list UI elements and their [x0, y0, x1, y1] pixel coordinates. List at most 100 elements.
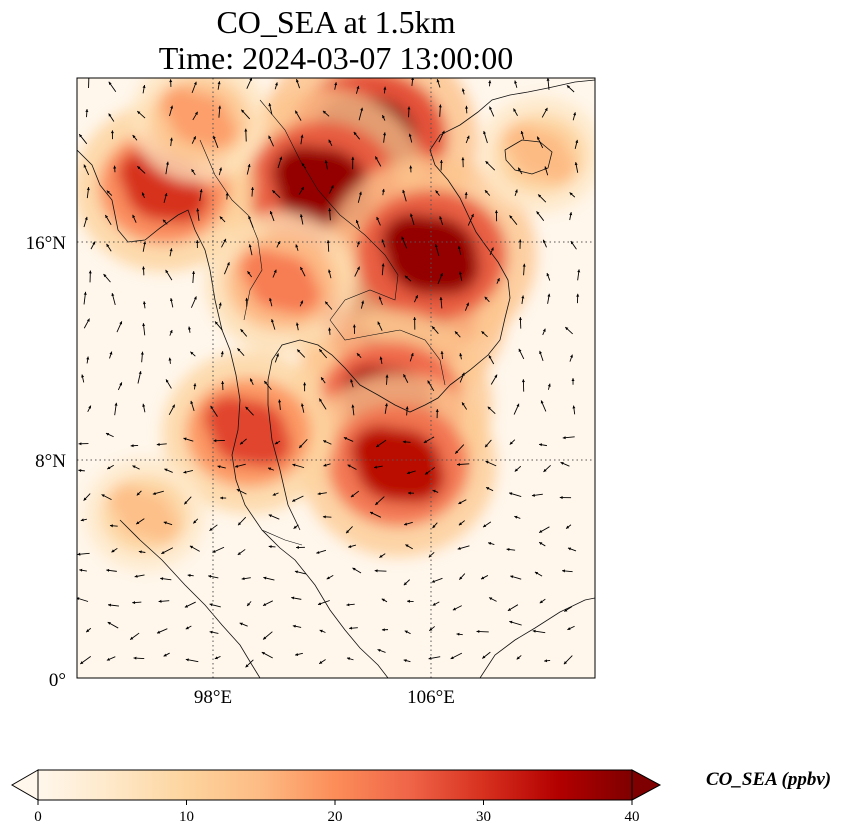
wind-arrow: [141, 192, 145, 199]
wind-arrow: [431, 577, 443, 583]
wind-arrow: [81, 374, 85, 383]
wind-arrow: [316, 549, 327, 554]
wind-arrow: [209, 603, 221, 608]
wind-arrow: [142, 323, 146, 336]
wind-arrow: [351, 156, 355, 170]
wind-arrow: [79, 656, 92, 665]
wind-arrow: [263, 576, 275, 581]
wind-arrow: [271, 319, 276, 330]
wind-arrow: [132, 214, 137, 223]
coastline-borneo: [479, 597, 595, 678]
wind-arrow: [563, 606, 573, 612]
wind-arrow: [106, 656, 116, 661]
wind-arrow: [132, 601, 142, 605]
wind-arrow: [536, 136, 544, 149]
wind-arrow: [544, 166, 549, 176]
wind-arrow: [237, 347, 245, 356]
wind-arrow: [531, 493, 543, 497]
wind-arrow: [80, 518, 87, 522]
wind-arrow: [544, 659, 551, 663]
wind-arrow: [169, 79, 173, 87]
wind-arrow: [295, 322, 299, 331]
colorbar-tick-label-2: 20: [328, 809, 343, 825]
wind-arrow: [438, 104, 442, 117]
wind-arrow: [156, 628, 168, 634]
wind-arrow: [546, 272, 551, 281]
wind-arrow: [276, 240, 281, 248]
wind-arrow: [190, 296, 197, 308]
wind-arrow: [435, 409, 439, 419]
wind-arrow: [374, 569, 387, 573]
wind-arrow: [142, 301, 146, 309]
wind-arrow: [437, 272, 443, 285]
border-malaysia: [261, 529, 303, 546]
wind-arrow: [521, 295, 525, 305]
wind-arrow: [514, 189, 518, 196]
wind-arrow: [374, 156, 382, 167]
colorbar-title: CO_SEA (ppbv): [706, 769, 832, 790]
lat-label-0: 0°: [49, 670, 66, 691]
wind-arrow: [169, 298, 174, 308]
wind-arrow: [406, 470, 416, 475]
wind-arrow: [490, 374, 498, 385]
wind-arrow: [237, 549, 246, 556]
wind-arrow: [329, 185, 334, 194]
wind-arrow: [428, 552, 435, 558]
wind-arrow: [352, 324, 356, 334]
wind-arrow: [346, 657, 354, 661]
coastline-vietnam: [429, 79, 595, 386]
wind-arrow: [487, 542, 495, 546]
lat-label-16n: 16°N: [26, 233, 67, 254]
wind-arrow: [377, 321, 383, 331]
wind-arrow: [168, 357, 172, 364]
colorbar-bar: [37, 769, 633, 801]
wind-arrow: [427, 380, 435, 392]
wind-arrow: [249, 378, 254, 386]
wind-arrow: [106, 568, 117, 572]
coastline-sumatra: [119, 519, 261, 678]
wind-arrow: [163, 192, 168, 203]
wind-arrow: [85, 627, 92, 633]
wind-arrow: [292, 624, 302, 628]
map-title-line1: CO_SEA at 1.5km: [216, 4, 456, 40]
wind-arrow: [187, 573, 194, 577]
wind-arrow: [408, 133, 413, 143]
wind-arrow: [169, 137, 173, 147]
wind-arrow: [78, 468, 85, 473]
wind-arrow: [536, 211, 545, 221]
wind-arrow: [189, 545, 200, 552]
lon-label-106e: 106°E: [407, 687, 455, 708]
wind-arrow: [356, 241, 360, 248]
wind-arrow: [85, 109, 89, 118]
wind-arrow: [300, 134, 304, 145]
wind-arrow: [458, 520, 465, 526]
wind-arrow: [185, 625, 192, 630]
wind-arrow: [220, 351, 224, 358]
wind-arrow: [183, 470, 194, 474]
wind-arrow: [458, 271, 463, 281]
wind-arrow: [383, 132, 387, 143]
wind-vectors: [77, 78, 581, 668]
wind-arrow: [88, 78, 90, 89]
wind-arrow: [423, 436, 435, 444]
wind-arrow: [106, 243, 112, 252]
wind-arrow: [482, 651, 491, 659]
wind-arrow: [212, 135, 219, 149]
wind-arrow: [319, 629, 326, 633]
wind-arrow: [542, 239, 547, 248]
wind-arrow: [272, 492, 279, 496]
wind-arrow: [452, 605, 462, 611]
wind-arrow: [163, 521, 173, 526]
wind-arrow: [537, 194, 547, 203]
colorbar-tick-label-3: 30: [476, 809, 491, 825]
wind-arrow: [496, 277, 500, 284]
wind-arrow: [196, 208, 200, 221]
wind-arrow: [142, 84, 146, 94]
wind-arrow: [101, 494, 112, 500]
wind-arrow: [381, 263, 385, 276]
wind-arrow: [88, 270, 92, 283]
wind-arrow: [268, 545, 276, 549]
wind-arrow: [488, 597, 497, 602]
wind-arrow: [489, 106, 495, 117]
wind-arrow: [345, 526, 353, 534]
